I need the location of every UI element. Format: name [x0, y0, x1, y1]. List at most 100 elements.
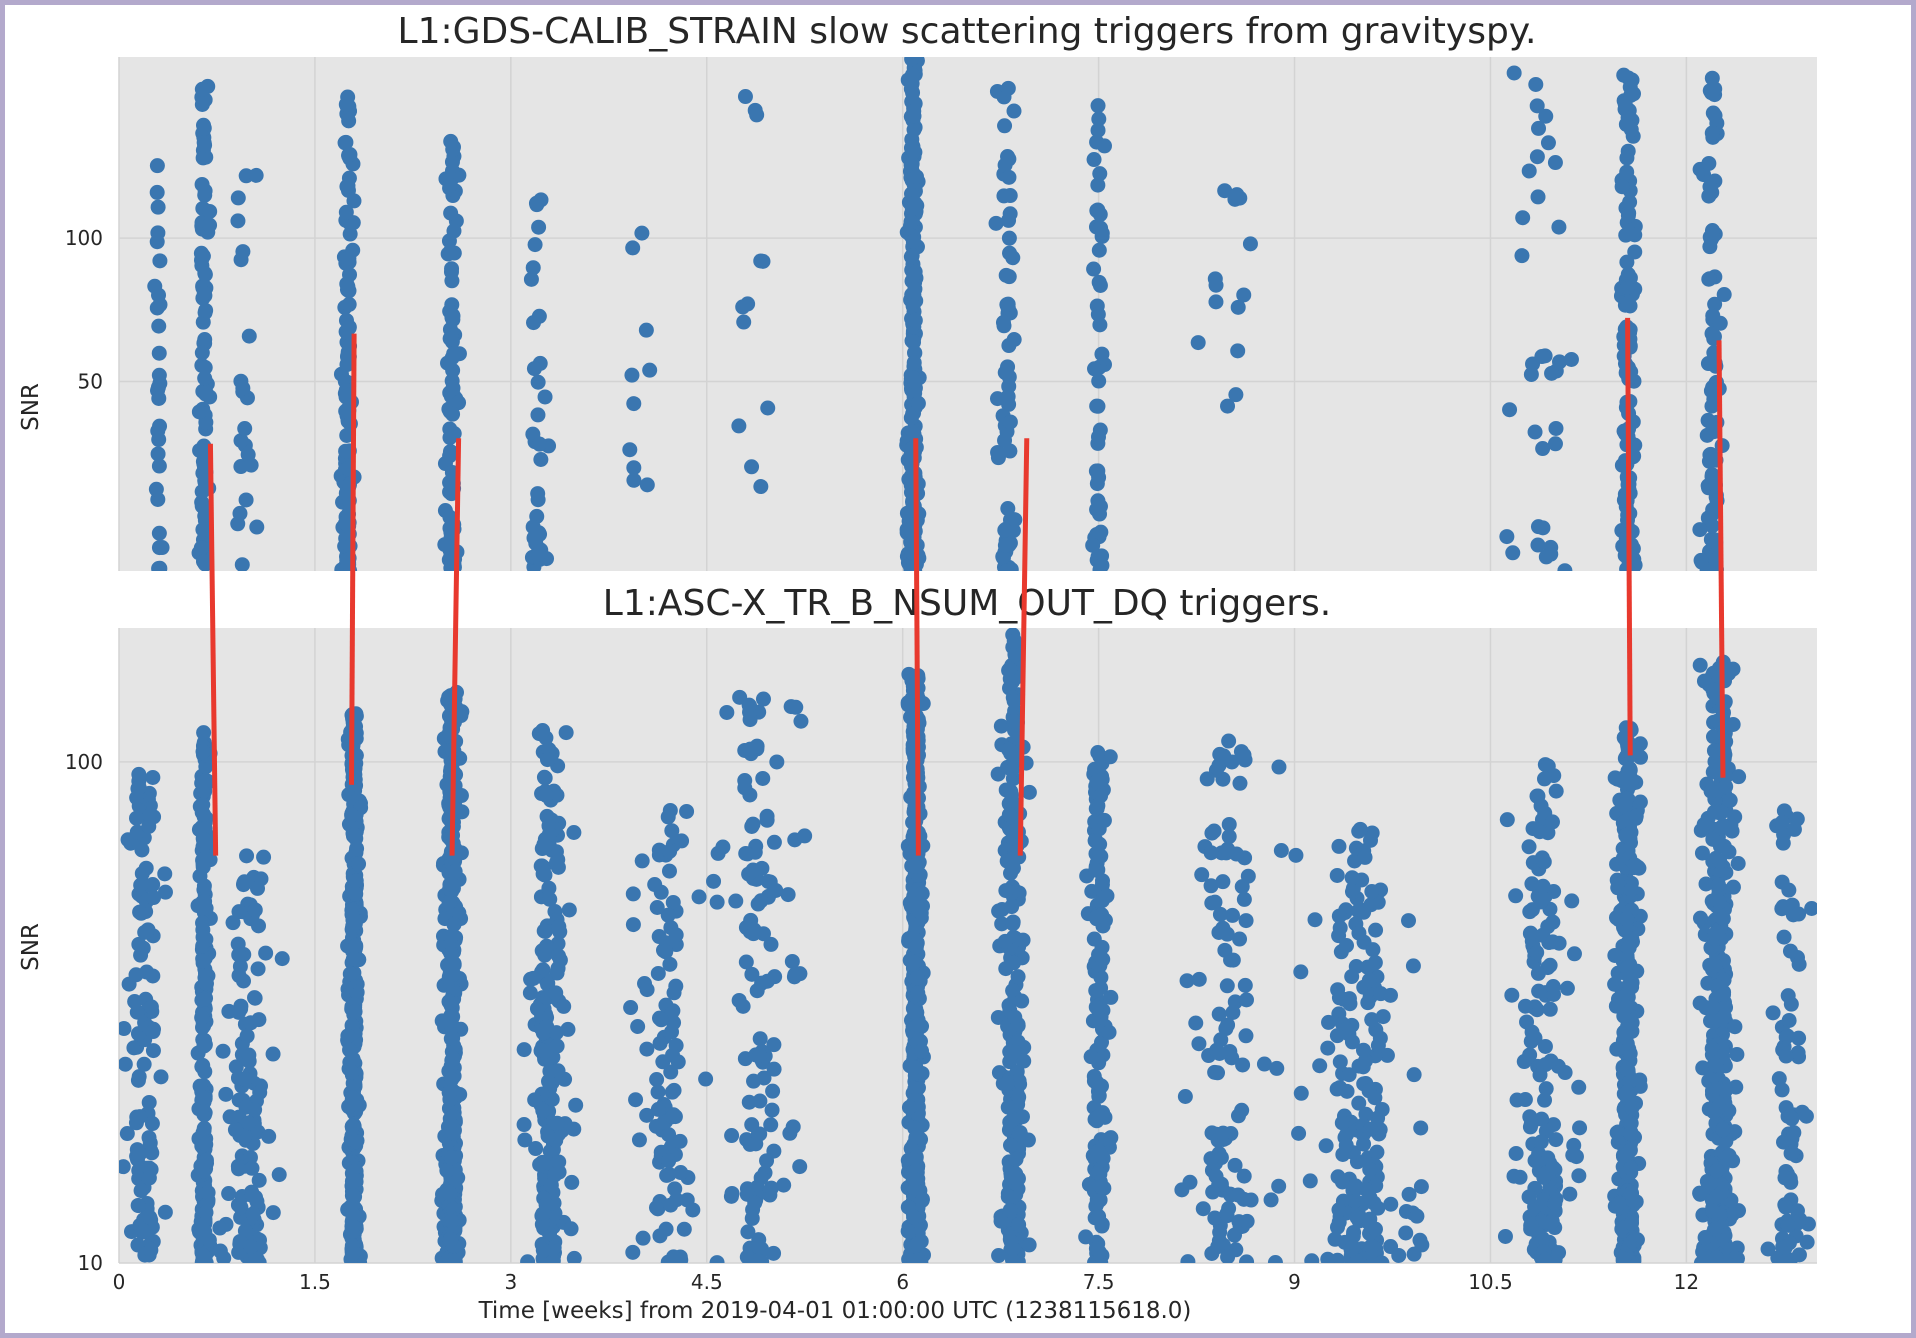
top-data-point — [533, 452, 549, 468]
bottom-data-point — [1624, 979, 1640, 995]
top-data-point — [1208, 294, 1224, 310]
bottom-data-point — [1571, 1079, 1587, 1095]
top-data-point — [1000, 80, 1016, 96]
bottom-data-point — [344, 1090, 360, 1106]
bottom-data-point — [451, 905, 467, 921]
top-data-point — [152, 375, 168, 391]
bottom-data-point — [1706, 804, 1722, 820]
bottom-data-point — [347, 827, 363, 843]
top-data-point — [997, 365, 1013, 381]
bottom-data-point — [236, 874, 252, 890]
top-data-point — [150, 225, 166, 241]
bottom-data-point — [1011, 1073, 1027, 1089]
top-data-point — [341, 319, 357, 335]
top-data-point — [1190, 335, 1206, 351]
bottom-data-point — [345, 1187, 361, 1203]
bottom-data-point — [745, 926, 761, 942]
top-y-tick-label: 100 — [65, 226, 103, 250]
bottom-data-point — [999, 1075, 1015, 1091]
bottom-data-point — [1081, 1176, 1097, 1192]
top-data-point — [197, 265, 213, 281]
bottom-data-point — [563, 1221, 579, 1237]
bottom-data-point — [751, 1238, 767, 1254]
bottom-data-point — [1331, 838, 1347, 854]
bottom-data-point — [252, 1084, 268, 1100]
top-data-point — [238, 492, 254, 508]
top-data-point — [1001, 269, 1017, 285]
bottom-data-point — [1729, 1046, 1745, 1062]
bottom-data-point — [662, 956, 678, 972]
bottom-data-point — [1509, 1092, 1525, 1108]
bottom-data-point — [1000, 1189, 1016, 1205]
top-data-point — [248, 167, 264, 183]
bottom-data-point — [1010, 969, 1026, 985]
bottom-data-point — [132, 1109, 148, 1125]
bottom-data-point — [1219, 1206, 1235, 1222]
bottom-data-point — [1628, 808, 1644, 824]
bottom-data-point — [652, 1035, 668, 1051]
bottom-data-point — [1532, 1067, 1548, 1083]
bottom-data-point — [1320, 1040, 1336, 1056]
bottom-data-point — [1621, 940, 1637, 956]
bottom-data-point — [1215, 874, 1231, 890]
bottom-data-point — [347, 951, 363, 967]
top-data-point — [997, 118, 1013, 134]
bottom-data-point — [129, 824, 145, 840]
top-data-point — [150, 199, 166, 215]
top-data-point — [152, 562, 168, 571]
bottom-data-point — [1542, 957, 1558, 973]
bottom-data-point — [908, 939, 924, 955]
top-data-point — [191, 404, 207, 420]
bottom-data-point — [755, 770, 771, 786]
top-data-point — [1707, 81, 1723, 97]
bottom-data-point — [197, 821, 213, 837]
bottom-data-point — [910, 985, 926, 1001]
bottom-data-point — [1356, 1136, 1372, 1152]
bottom-x-tick-label: 3 — [504, 1270, 517, 1294]
top-data-point — [906, 144, 922, 160]
top-data-point — [525, 260, 541, 276]
bottom-data-point — [1791, 906, 1807, 922]
top-data-point — [1531, 120, 1547, 136]
bottom-data-point — [1090, 798, 1106, 814]
bottom-data-point — [1559, 980, 1575, 996]
bottom-data-point — [1304, 1253, 1320, 1263]
top-data-point — [1530, 537, 1546, 553]
top-data-point — [1000, 296, 1016, 312]
bottom-data-point — [558, 725, 574, 741]
top-data-point — [1620, 208, 1636, 224]
bottom-data-point — [1536, 771, 1552, 787]
bottom-data-point — [1725, 716, 1741, 732]
bottom-data-point — [1361, 972, 1377, 988]
bottom-data-point — [1692, 1185, 1708, 1201]
bottom-data-point — [345, 1245, 361, 1261]
bottom-data-point — [1085, 1013, 1101, 1029]
bottom-data-point — [443, 929, 459, 945]
bottom-data-point — [441, 1085, 457, 1101]
top-data-point — [905, 85, 921, 101]
bottom-data-point — [543, 1177, 559, 1193]
bottom-data-point — [668, 978, 684, 994]
bottom-data-point — [1368, 922, 1384, 938]
bottom-data-point — [1705, 999, 1721, 1015]
bottom-data-point — [674, 833, 690, 849]
top-data-point — [526, 315, 542, 331]
figure-frame: L1:GDS-CALIB_STRAIN slow scattering trig… — [5, 5, 1911, 1333]
bottom-data-point — [1293, 964, 1309, 980]
top-data-point — [1538, 108, 1554, 124]
bottom-data-point — [141, 1094, 157, 1110]
bottom-data-point — [745, 862, 761, 878]
bottom-data-point — [1357, 849, 1373, 865]
top-data-point — [442, 243, 458, 259]
bottom-data-point — [552, 952, 568, 968]
bottom-data-point — [535, 1242, 551, 1258]
bottom-data-point — [1530, 965, 1546, 981]
bottom-data-point — [434, 1013, 450, 1029]
bottom-data-point — [755, 691, 771, 707]
bottom-data-point — [1804, 901, 1817, 916]
top-data-point — [760, 400, 776, 416]
bottom-data-point — [231, 1161, 247, 1177]
bottom-data-point — [1090, 1210, 1106, 1226]
top-data-point — [1707, 296, 1723, 312]
bottom-data-point — [194, 1010, 210, 1026]
